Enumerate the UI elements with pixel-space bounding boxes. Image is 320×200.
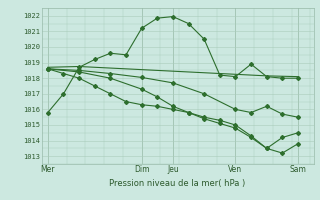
X-axis label: Pression niveau de la mer( hPa ): Pression niveau de la mer( hPa ) bbox=[109, 179, 246, 188]
